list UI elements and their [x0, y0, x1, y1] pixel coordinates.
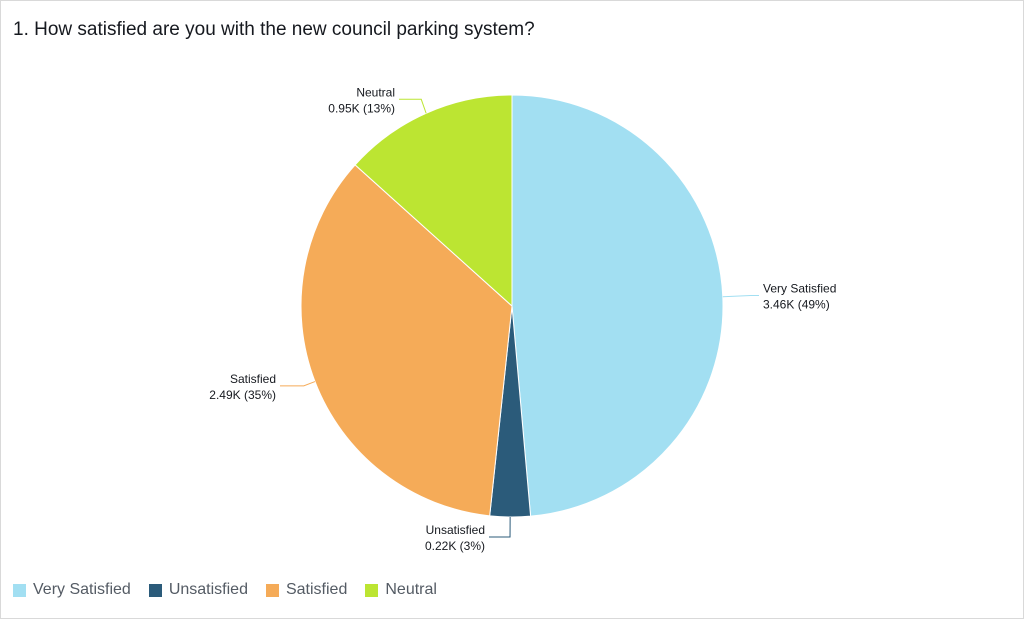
legend-item-satisfied[interactable]: Satisfied — [265, 581, 348, 599]
legend-swatch — [148, 583, 162, 597]
pie-slice-neutral[interactable] — [354, 94, 513, 308]
legend-swatch — [13, 583, 26, 597]
legend-label: Neutral — [385, 581, 437, 598]
legend-label: Satisfied — [285, 581, 348, 598]
data-label-name-satisfied: Satisfied — [230, 372, 276, 386]
data-label-name-unsatisfied: Unsatisfied — [426, 523, 485, 537]
leader-line-satisfied — [280, 381, 316, 387]
data-label-value-satisfied: 2.49K (35%) — [209, 388, 276, 402]
legend-swatch — [365, 583, 379, 597]
data-label-name-neutral: Neutral — [356, 85, 395, 99]
legend-label: Very Satisfied — [33, 581, 131, 598]
legend: Very Satisfied Unsatisfied Satisfied Neu… — [13, 581, 437, 599]
legend-label: Unsatisfied — [168, 581, 248, 598]
data-label-value-very-satisfied: 3.46K (49%) — [763, 297, 830, 311]
leader-line-neutral — [399, 98, 427, 114]
pie-slice-satisfied[interactable] — [300, 164, 513, 517]
legend-swatch — [265, 583, 279, 597]
data-label-value-neutral: 0.95K (13%) — [328, 101, 395, 115]
leader-line-very-satisfied — [722, 294, 759, 298]
data-label-name-very-satisfied: Very Satisfied — [763, 281, 836, 295]
chart-title: 1. How satisfied are you with the new co… — [13, 19, 535, 40]
leader-line-unsatisfied — [489, 516, 511, 538]
legend-item-neutral[interactable]: Neutral — [365, 581, 437, 599]
legend-item-unsatisfied[interactable]: Unsatisfied — [148, 581, 248, 599]
pie-slice-very-satisfied[interactable] — [511, 94, 724, 517]
data-label-value-unsatisfied: 0.22K (3%) — [425, 539, 485, 553]
legend-item-very-satisfied[interactable]: Very Satisfied — [13, 581, 131, 599]
